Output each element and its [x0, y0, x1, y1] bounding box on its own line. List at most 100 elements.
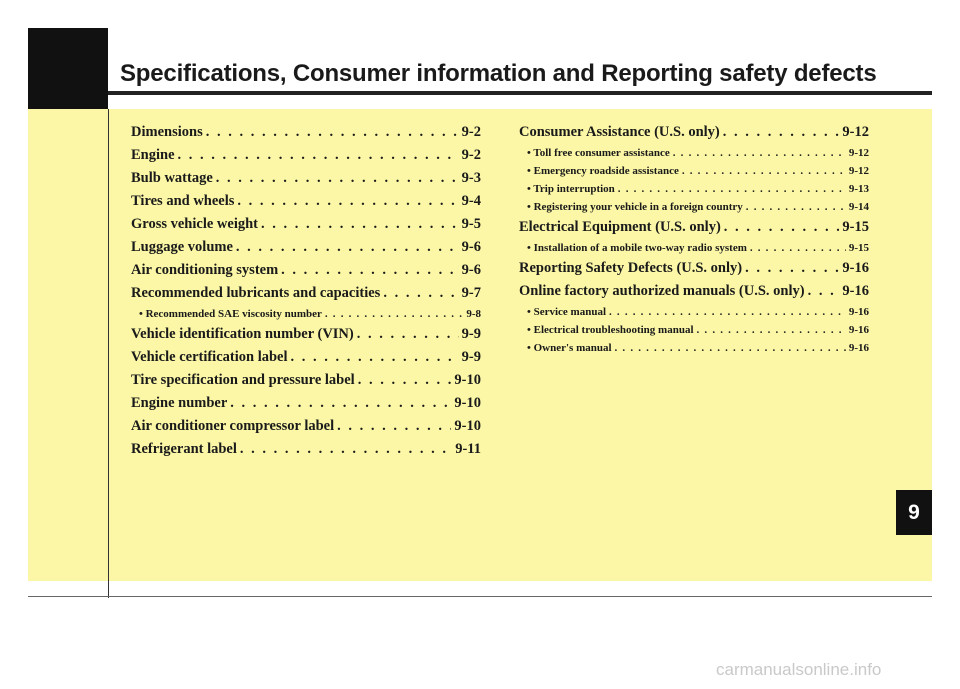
toc-entry-page: 9-12: [848, 147, 869, 159]
toc-dot-leader: [746, 198, 846, 216]
toc-entry-label: Tires and wheels: [131, 193, 235, 209]
toc-entry-page: 9-12: [848, 165, 869, 177]
toc-dot-leader: [230, 392, 451, 415]
toc-entry[interactable]: Recommended lubricants and capacities 9-7: [131, 282, 481, 305]
toc-dot-leader: [618, 180, 846, 198]
toc-entry[interactable]: • Toll free consumer assistance 9-12: [519, 144, 869, 162]
toc-entry-page: 9-11: [455, 441, 481, 457]
toc-entry[interactable]: Refrigerant label 9-11: [131, 438, 481, 461]
header-rule: [108, 91, 932, 95]
toc-entry-page: 9-8: [466, 308, 481, 320]
toc-entry-page: 9-6: [461, 239, 481, 255]
toc-dot-leader: [808, 280, 840, 303]
toc-entry-page: 9-9: [461, 326, 481, 342]
toc-entry-label: Vehicle identification number (VIN): [131, 326, 354, 342]
toc-entry-label: • Electrical troubleshooting manual: [527, 324, 694, 336]
toc-dot-leader: [724, 216, 840, 239]
toc-entry[interactable]: Engine 9-2: [131, 144, 481, 167]
toc-entry-page: 9-6: [461, 262, 481, 278]
toc-entry[interactable]: Air conditioner compressor label 9-10: [131, 415, 481, 438]
toc-dot-leader: [357, 323, 459, 346]
toc-dot-leader: [178, 144, 459, 167]
watermark: carmanualsonline.info: [716, 660, 882, 679]
toc-entry-label: • Owner's manual: [527, 342, 612, 354]
toc-entry-label: Air conditioner compressor label: [131, 418, 335, 434]
vertical-rule: [108, 109, 109, 598]
chapter-tab[interactable]: 9: [896, 490, 932, 535]
toc-entry-page: 9-16: [842, 283, 869, 299]
toc-entry-label: • Emergency roadside assistance: [527, 165, 679, 177]
toc-entry-label: Engine number: [131, 395, 228, 411]
left-margin-bar: [28, 109, 108, 581]
toc-entry[interactable]: Consumer Assistance (U.S. only) 9-12: [519, 121, 869, 144]
toc-entry-label: Gross vehicle weight: [131, 216, 258, 232]
toc-entry[interactable]: • Installation of a mobile two-way radio…: [519, 239, 869, 257]
header-black-block: [28, 28, 108, 109]
toc-entry[interactable]: Vehicle certification label 9-9: [131, 346, 481, 369]
toc-entry[interactable]: Reporting Safety Defects (U.S. only) 9-16: [519, 257, 869, 280]
toc-entry[interactable]: Engine number 9-10: [131, 392, 481, 415]
toc-dot-leader: [697, 321, 846, 339]
toc-entry-page: 9-2: [461, 124, 481, 140]
toc-dot-leader: [337, 415, 451, 438]
toc-dot-leader: [281, 259, 458, 282]
toc-entry-label: Reporting Safety Defects (U.S. only): [519, 260, 743, 276]
toc-entry-label: Engine: [131, 147, 175, 163]
toc-entry-label: • Trip interruption: [527, 183, 615, 195]
toc-entry-label: • Installation of a mobile two-way radio…: [527, 242, 747, 254]
toc-entry-page: 9-10: [454, 372, 481, 388]
toc-entry[interactable]: Gross vehicle weight 9-5: [131, 213, 481, 236]
toc-right-column: Consumer Assistance (U.S. only)9-12• Tol…: [519, 121, 869, 357]
toc-dot-leader: [261, 213, 459, 236]
toc-dot-leader: [673, 144, 846, 162]
toc-entry[interactable]: Air conditioning system 9-6: [131, 259, 481, 282]
toc-entry-label: Consumer Assistance (U.S. only): [519, 124, 720, 140]
toc-entry[interactable]: • Emergency roadside assistance 9-12: [519, 162, 869, 180]
toc-entry-label: Tire specification and pressure label: [131, 372, 355, 388]
toc-entry[interactable]: Tires and wheels 9-4: [131, 190, 481, 213]
toc-entry[interactable]: Luggage volume 9-6: [131, 236, 481, 259]
toc-entry-label: Recommended lubricants and capacities: [131, 285, 381, 301]
toc-entry[interactable]: • Recommended SAE viscosity number 9-8: [131, 305, 481, 323]
toc-entry-label: Online factory authorized manuals (U.S. …: [519, 283, 805, 299]
toc-entry[interactable]: • Service manual 9-16: [519, 303, 869, 321]
toc-entry-page: 9-16: [842, 260, 869, 276]
toc-entry-page: 9-3: [461, 170, 481, 186]
toc-entry-label: Air conditioning system: [131, 262, 279, 278]
toc-entry-label: Dimensions: [131, 124, 203, 140]
toc-dot-leader: [615, 339, 846, 357]
toc-entry[interactable]: • Trip interruption 9-13: [519, 180, 869, 198]
toc-entry-label: Vehicle certification label: [131, 349, 288, 365]
toc-entry[interactable]: • Owner's manual 9-16: [519, 339, 869, 357]
toc-entry[interactable]: • Electrical troubleshooting manual 9-16: [519, 321, 869, 339]
toc-entry-page: 9-5: [461, 216, 481, 232]
toc-entry[interactable]: Tire specification and pressure label 9-1…: [131, 369, 481, 392]
bottom-rule: [28, 596, 932, 597]
toc-dot-leader: [609, 303, 846, 321]
toc-dot-leader: [358, 369, 452, 392]
toc-entry[interactable]: Online factory authorized manuals (U.S. …: [519, 280, 869, 303]
toc-entry[interactable]: Dimensions 9-2: [131, 121, 481, 144]
toc-entry[interactable]: Bulb wattage 9-3: [131, 167, 481, 190]
toc-entry-page: 9-4: [461, 193, 481, 209]
toc-entry-label: • Recommended SAE viscosity number: [139, 308, 322, 320]
toc-entry-page: 9-12: [842, 124, 869, 140]
toc-entry[interactable]: • Registering your vehicle in a foreign …: [519, 198, 869, 216]
toc-entry-label: Electrical Equipment (U.S. only): [519, 219, 721, 235]
toc-dot-leader: [723, 121, 840, 144]
toc-entry[interactable]: Electrical Equipment (U.S. only) 9-15: [519, 216, 869, 239]
toc-entry-page: 9-9: [461, 349, 481, 365]
toc-entry-page: 9-16: [848, 306, 869, 318]
toc-entry-page: 9-15: [848, 242, 869, 254]
toc-entry-label: Luggage volume: [131, 239, 233, 255]
toc-entry-page: 9-15: [842, 219, 869, 235]
toc-entry-page: 9-7: [461, 285, 481, 301]
toc-dot-leader: [291, 346, 459, 369]
toc-entry-label: Refrigerant label: [131, 441, 237, 457]
toc-panel: Dimensions 9-2 Engine 9-2 Bulb wattage 9-3 Tir…: [109, 109, 932, 581]
toc-entry-page: 9-10: [454, 418, 481, 434]
toc-entry-label: Bulb wattage: [131, 170, 213, 186]
toc-entry[interactable]: Vehicle identification number (VIN) 9-9: [131, 323, 481, 346]
toc-entry-page: 9-13: [848, 183, 869, 195]
page-title: Specifications, Consumer information and…: [120, 60, 877, 87]
